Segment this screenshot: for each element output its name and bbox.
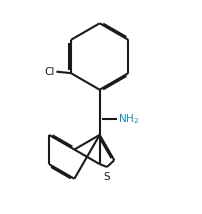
Text: NH$_2$: NH$_2$ <box>118 112 139 126</box>
Text: S: S <box>104 172 110 182</box>
Text: Cl: Cl <box>45 67 55 77</box>
